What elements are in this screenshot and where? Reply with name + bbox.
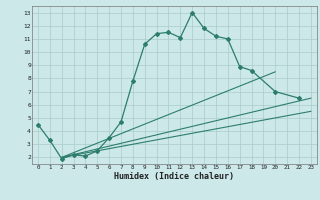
X-axis label: Humidex (Indice chaleur): Humidex (Indice chaleur) (115, 172, 234, 181)
